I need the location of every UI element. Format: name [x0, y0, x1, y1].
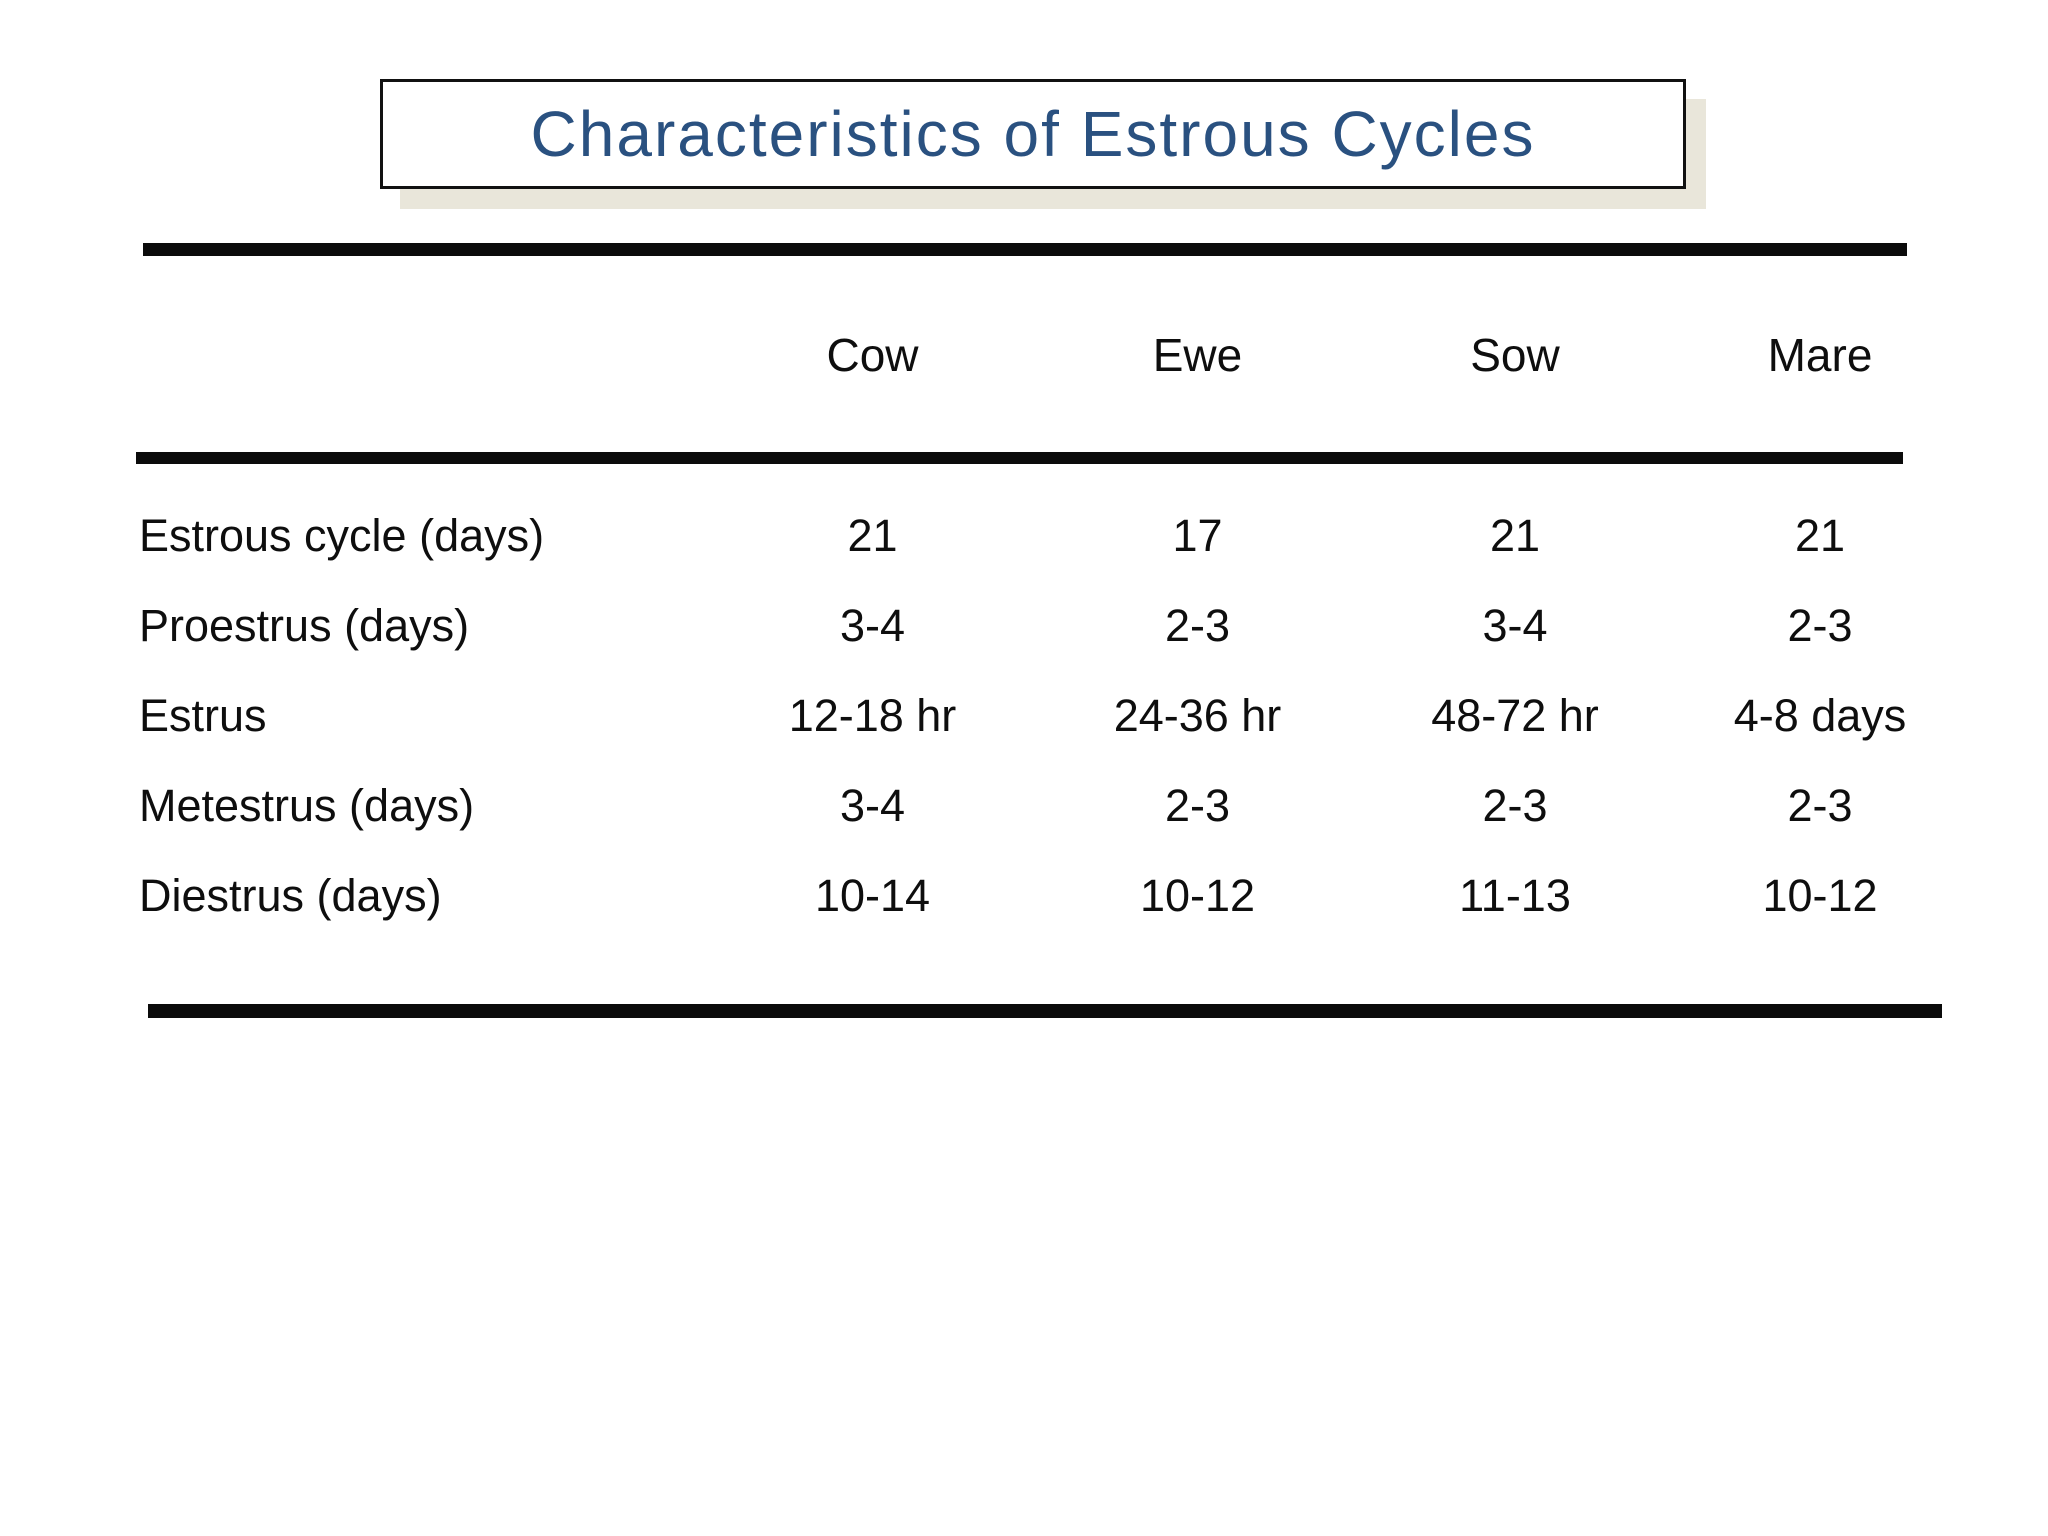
table-row: Diestrus (days) 10-14 10-12 11-13 10-12 [136, 851, 1960, 941]
cell-cow: 10-14 [814, 870, 931, 921]
cell-sow: 3-4 [1482, 600, 1548, 651]
table-header-row: Cow Ewe Sow Mare [136, 300, 1960, 410]
table-row: Proestrus (days) 3-4 2-3 3-4 2-3 [136, 581, 1960, 671]
table-body: Estrous cycle (days) 21 17 21 21 Proestr… [136, 491, 1960, 941]
column-header-sow: Sow [1470, 329, 1560, 381]
title-box: Characteristics of Estrous Cycles [380, 79, 1686, 189]
row-label: Proestrus (days) [139, 600, 470, 651]
cell-mare: 2-3 [1787, 780, 1853, 831]
column-header-cow: Cow [826, 329, 919, 381]
row-label: Diestrus (days) [139, 870, 442, 921]
cell-sow: 48-72 hr [1431, 690, 1599, 741]
cell-ewe: 2-3 [1164, 780, 1231, 831]
cell-ewe: 17 [1172, 510, 1223, 561]
cell-mare: 2-3 [1787, 600, 1853, 651]
table-row: Metestrus (days) 3-4 2-3 2-3 2-3 [136, 761, 1960, 851]
cell-ewe: 24-36 hr [1113, 690, 1282, 741]
row-label: Estrus [139, 690, 267, 741]
cell-mare: 21 [1794, 510, 1846, 561]
cell-cow: 3-4 [839, 780, 906, 831]
cell-cow: 21 [847, 510, 898, 561]
cell-sow: 11-13 [1459, 870, 1571, 921]
cell-sow: 21 [1489, 510, 1541, 561]
table-top-rule [143, 243, 1907, 256]
page-title: Characteristics of Estrous Cycles [530, 98, 1536, 170]
cell-ewe: 10-12 [1139, 870, 1256, 921]
table-row: Estrous cycle (days) 21 17 21 21 [136, 491, 1960, 581]
table-bottom-rule [148, 1004, 1942, 1018]
cell-cow: 3-4 [839, 600, 906, 651]
table-row: Estrus 12-18 hr 24-36 hr 48-72 hr 4-8 da… [136, 671, 1960, 761]
row-label: Estrous cycle (days) [139, 510, 545, 561]
cell-cow: 12-18 hr [788, 690, 957, 741]
cell-mare: 10-12 [1762, 870, 1878, 921]
column-header-mare: Mare [1767, 329, 1873, 381]
cell-mare: 4-8 days [1733, 690, 1907, 741]
cell-ewe: 2-3 [1164, 600, 1231, 651]
cell-sow: 2-3 [1482, 780, 1548, 831]
header-spacer [136, 300, 700, 410]
table-header-rule [136, 452, 1903, 464]
column-header-ewe: Ewe [1152, 329, 1243, 381]
row-label: Metestrus (days) [139, 780, 475, 831]
